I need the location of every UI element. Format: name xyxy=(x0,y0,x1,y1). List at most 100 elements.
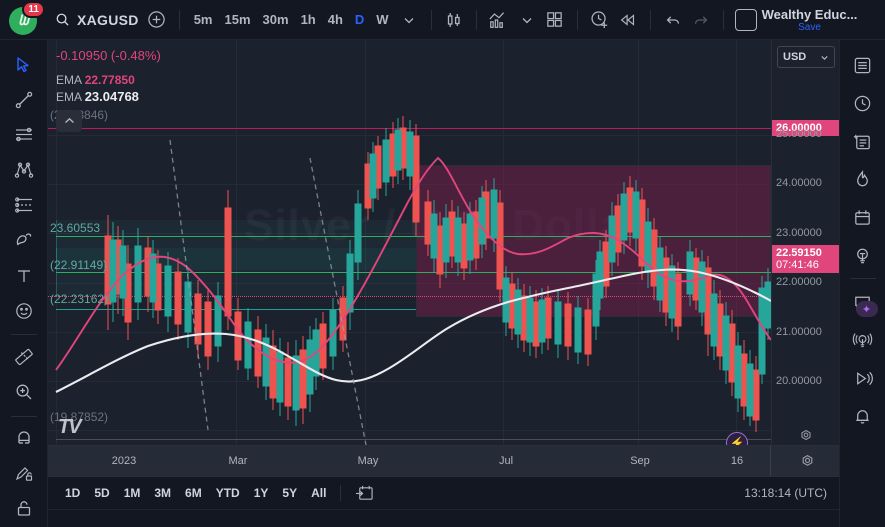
symbol-label: XAGUSD xyxy=(77,11,139,28)
app-logo[interactable]: ᗯ 11 xyxy=(7,0,45,39)
level-line-teal[interactable] xyxy=(56,309,416,310)
zoom-in-tool[interactable] xyxy=(6,375,42,408)
bottom-panel: Stock Screener Pine Editor Strategy Test… xyxy=(48,510,839,527)
timeframe-4h[interactable]: 4h xyxy=(327,12,343,27)
save-button[interactable]: Save xyxy=(798,21,821,33)
fib-retracement-tool[interactable] xyxy=(6,189,42,222)
notifications-bell-icon[interactable] xyxy=(846,397,880,435)
gridline-horizontal xyxy=(48,332,839,333)
level-line-green-1[interactable] xyxy=(56,236,771,237)
timeframe-15m[interactable]: 15m xyxy=(224,12,251,27)
alarm-add-icon[interactable] xyxy=(586,6,614,34)
cursor-tool[interactable] xyxy=(6,48,42,81)
currency-selector[interactable]: USD xyxy=(777,46,835,68)
time-axis[interactable]: 2023 Mar May Jul Sep 16 xyxy=(48,445,839,477)
divider xyxy=(849,278,876,279)
gear-icon[interactable] xyxy=(799,429,813,443)
timeframe-5m[interactable]: 5m xyxy=(193,12,213,27)
chart-name-save[interactable]: Wealthy Educ... Save xyxy=(762,7,858,33)
calendar-icon[interactable] xyxy=(846,198,880,236)
range-All[interactable]: All xyxy=(311,486,327,500)
time-axis-gear-icon[interactable] xyxy=(800,454,815,469)
time-tick-16: 16 xyxy=(730,455,744,467)
replay-icon[interactable] xyxy=(614,6,642,34)
range-3M[interactable]: 3M xyxy=(154,486,172,500)
tradingview-watermark-logo[interactable]: TV xyxy=(58,416,82,438)
range-5D[interactable]: 5D xyxy=(94,486,110,500)
goto-date-icon[interactable] xyxy=(348,480,381,506)
range-YTD[interactable]: YTD xyxy=(215,486,240,500)
drawing-label-4: (22.23162) xyxy=(50,292,109,306)
left-drawing-toolbar xyxy=(0,40,48,527)
divider xyxy=(340,485,342,501)
symbol-search[interactable]: XAGUSD xyxy=(45,5,143,35)
timeframe-D[interactable]: D xyxy=(354,12,365,27)
drawing-label-3: (22.91149) xyxy=(50,258,108,272)
range-1D[interactable]: 1D xyxy=(65,486,81,500)
ai-sparkle-icon[interactable]: ✦ xyxy=(855,301,878,317)
measure-ruler-tool[interactable] xyxy=(6,340,42,373)
price-change: -0.10950 (-0.48%) xyxy=(56,48,161,63)
ema-fast-legend[interactable]: EMA 22.77850 xyxy=(56,73,161,87)
top-level-price-badge: 26.00000 xyxy=(772,120,840,136)
add-symbol-button[interactable] xyxy=(143,6,171,34)
time-tick-mar: Mar xyxy=(228,455,248,467)
timeframe-W[interactable]: W xyxy=(376,12,389,27)
chevron-down-icon xyxy=(821,55,828,60)
date-range-bar: 1D 5D 1M 3M 6M YTD 1Y 5Y All 13:18:14 (U… xyxy=(48,477,839,510)
range-6M[interactable]: 6M xyxy=(185,486,202,500)
layout-square-icon[interactable] xyxy=(732,6,760,34)
undo-icon[interactable] xyxy=(659,6,687,34)
gridline-vertical xyxy=(236,40,237,445)
range-5Y[interactable]: 5Y xyxy=(282,486,298,500)
redo-icon[interactable] xyxy=(687,6,715,34)
chart-legend: -0.10950 (-0.48%) EMA 22.77850 EMA 23.04… xyxy=(56,48,161,132)
drawing-mode-lock-tool[interactable] xyxy=(6,457,42,490)
notes-add-icon[interactable] xyxy=(846,122,880,160)
price-tick-23: 23.00000 xyxy=(776,227,822,239)
trend-line-tool[interactable] xyxy=(6,83,42,116)
indicators-chevron-down-icon[interactable] xyxy=(513,6,541,34)
indicators-icon[interactable] xyxy=(485,6,513,34)
ema-slow-line xyxy=(55,268,772,393)
notification-badge[interactable]: 11 xyxy=(22,0,45,18)
pitchfork-tool[interactable] xyxy=(6,154,42,187)
chart-pane[interactable]: Silver / U.S. Dollar xyxy=(48,40,839,445)
level-line-gray-bottom[interactable] xyxy=(56,439,771,440)
broadcast-bulb-icon[interactable] xyxy=(846,321,880,359)
horizontal-lines-tool[interactable] xyxy=(6,118,42,151)
chat-ai-icon[interactable]: ✦ xyxy=(846,283,880,321)
brush-tool[interactable] xyxy=(6,224,42,257)
clock-label: 13:18:14 (UTC) xyxy=(744,486,827,500)
chart-name-label: Wealthy Educ... xyxy=(761,6,858,22)
price-axis[interactable]: USD 26.00000 25.00000 24.00000 23.00000 … xyxy=(771,40,840,445)
ideas-bulb-icon[interactable] xyxy=(846,236,880,274)
timeframe-1h[interactable]: 1h xyxy=(300,12,316,27)
chevron-down-icon[interactable] xyxy=(395,6,423,34)
watchlist-icon[interactable] xyxy=(846,46,880,84)
emoji-tool[interactable] xyxy=(6,294,42,327)
drawing-label-2: 23.60553 xyxy=(50,221,101,235)
divider xyxy=(430,9,432,30)
candlestick-icon[interactable] xyxy=(440,6,468,34)
lock-all-drawings-tool[interactable] xyxy=(6,492,42,525)
ema-slow-legend[interactable]: EMA 23.04768 xyxy=(56,89,161,104)
grid-layouts-icon[interactable] xyxy=(541,6,569,34)
legend-collapse-button[interactable] xyxy=(56,110,82,132)
gridline-horizontal xyxy=(48,430,839,431)
text-tool[interactable] xyxy=(6,259,42,292)
gridline-vertical xyxy=(736,40,737,445)
range-1Y[interactable]: 1Y xyxy=(253,486,269,500)
chart-container: Silver / U.S. Dollar xyxy=(48,40,840,527)
range-1M[interactable]: 1M xyxy=(123,486,141,500)
alerts-clock-icon[interactable] xyxy=(846,84,880,122)
magnet-tool[interactable] xyxy=(6,422,42,455)
layout-square-shape xyxy=(734,8,757,31)
hotlist-flame-icon[interactable] xyxy=(846,160,880,198)
drawing-label-5: (19.87852) xyxy=(50,410,109,424)
timeframe-30m[interactable]: 30m xyxy=(262,12,289,27)
stream-play-icon[interactable] xyxy=(846,359,880,397)
gridline-horizontal xyxy=(48,135,839,136)
trend-dashed-line-1 xyxy=(169,139,209,431)
level-line-green-2[interactable] xyxy=(56,272,771,273)
